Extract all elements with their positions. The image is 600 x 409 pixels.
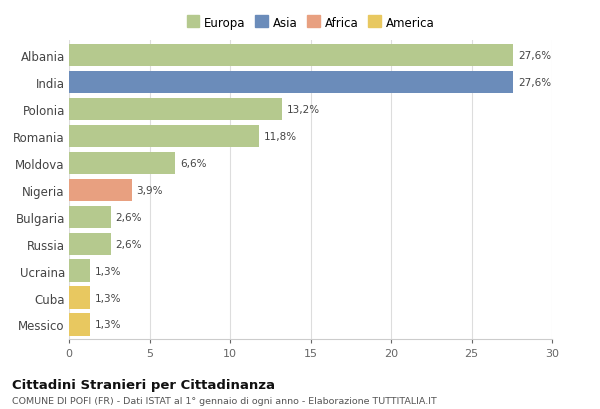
Bar: [69, 72, 514, 94]
Legend: Europa, Asia, Africa, America: Europa, Asia, Africa, America: [187, 17, 434, 30]
Text: 27,6%: 27,6%: [518, 51, 551, 61]
Bar: [69, 260, 90, 282]
Text: 1,3%: 1,3%: [95, 293, 121, 303]
Text: 2,6%: 2,6%: [116, 212, 142, 222]
Text: 11,8%: 11,8%: [264, 131, 297, 142]
Bar: [69, 126, 259, 147]
Bar: [69, 99, 281, 121]
Bar: [69, 152, 175, 174]
Bar: [69, 233, 111, 255]
Bar: [69, 314, 90, 336]
Text: 1,3%: 1,3%: [95, 320, 121, 330]
Bar: [69, 206, 111, 228]
Bar: [69, 45, 514, 67]
Text: 3,9%: 3,9%: [137, 185, 163, 195]
Text: 27,6%: 27,6%: [518, 78, 551, 88]
Text: 6,6%: 6,6%: [180, 158, 206, 168]
Text: 13,2%: 13,2%: [286, 105, 319, 115]
Bar: [69, 287, 90, 309]
Text: Cittadini Stranieri per Cittadinanza: Cittadini Stranieri per Cittadinanza: [12, 378, 275, 391]
Bar: [69, 179, 132, 201]
Text: 2,6%: 2,6%: [116, 239, 142, 249]
Text: COMUNE DI POFI (FR) - Dati ISTAT al 1° gennaio di ogni anno - Elaborazione TUTTI: COMUNE DI POFI (FR) - Dati ISTAT al 1° g…: [12, 396, 437, 405]
Text: 1,3%: 1,3%: [95, 266, 121, 276]
